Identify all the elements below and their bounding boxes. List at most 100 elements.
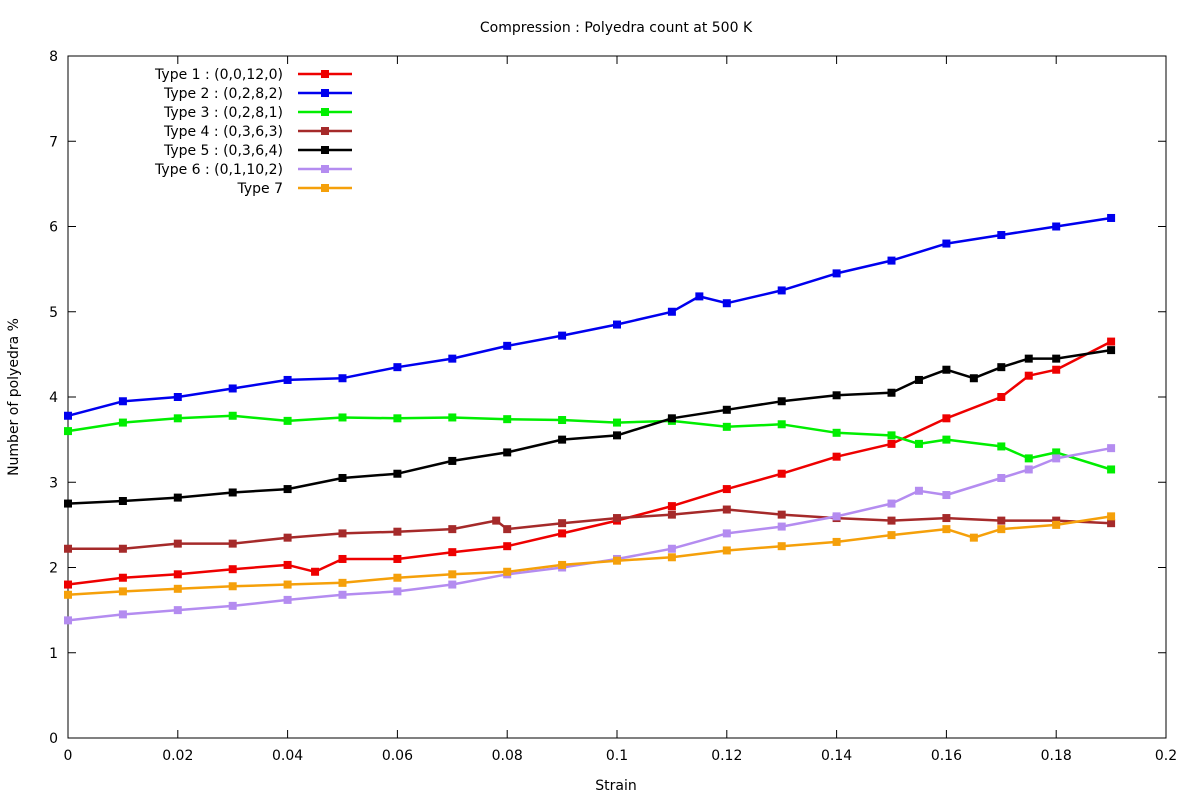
data-point — [1052, 365, 1061, 374]
data-point — [914, 486, 923, 495]
data-point — [1107, 519, 1116, 528]
data-point — [942, 365, 951, 374]
data-point — [558, 416, 567, 425]
data-point — [942, 525, 951, 534]
data-point — [777, 397, 786, 406]
data-point — [228, 411, 237, 420]
series-1 — [64, 337, 1116, 589]
data-point — [997, 393, 1006, 401]
legend-swatch-marker — [321, 146, 329, 154]
series-line — [67, 348, 1112, 505]
data-point — [173, 584, 182, 593]
data-point — [1052, 354, 1061, 363]
data-point — [722, 422, 731, 431]
data-point — [613, 514, 621, 523]
data-point — [283, 595, 292, 604]
data-point — [1052, 222, 1061, 231]
data-point — [338, 529, 347, 538]
x-tick-label: 0.1 — [606, 748, 628, 764]
data-point — [887, 499, 896, 508]
data-point — [887, 388, 896, 397]
data-point — [492, 516, 501, 525]
y-tick-label: 4 — [49, 390, 58, 406]
data-point — [997, 363, 1006, 372]
data-point — [777, 420, 786, 429]
data-point — [613, 320, 621, 329]
data-point — [722, 505, 731, 514]
data-point — [118, 573, 127, 582]
data-point — [997, 525, 1006, 534]
data-point — [887, 431, 896, 440]
series-line — [67, 340, 1112, 586]
data-point — [338, 578, 347, 587]
data-point — [832, 537, 841, 546]
data-point — [777, 286, 786, 295]
data-point — [64, 590, 72, 599]
data-point — [777, 510, 786, 519]
y-tick-label: 2 — [49, 561, 58, 577]
data-point — [228, 539, 237, 548]
data-point — [667, 544, 676, 553]
data-point — [448, 570, 457, 579]
legend: Type 1 : (0,0,12,0) Type 2 : (0,2,8,2) Typ… — [154, 67, 352, 197]
data-point — [118, 497, 127, 506]
series-layer — [64, 213, 1116, 625]
data-point — [283, 375, 292, 384]
series-line — [67, 216, 1112, 418]
x-tick-label: 0.12 — [711, 748, 742, 764]
data-point — [503, 567, 512, 576]
data-point — [914, 375, 923, 384]
data-point — [997, 473, 1006, 482]
data-point — [64, 499, 72, 508]
series-6 — [64, 444, 1116, 625]
data-point — [503, 341, 512, 350]
data-point — [173, 570, 182, 579]
data-point — [1024, 465, 1033, 474]
x-tick-label: 0.02 — [162, 748, 193, 764]
series-4 — [64, 505, 1116, 553]
y-tick-label: 6 — [49, 220, 58, 236]
data-point — [1107, 444, 1116, 453]
data-point — [64, 616, 72, 625]
y-tick-label: 5 — [49, 305, 58, 321]
data-point — [558, 519, 567, 528]
data-point — [173, 393, 182, 401]
data-point — [777, 542, 786, 551]
data-point — [448, 354, 457, 363]
x-tick-label: 0.18 — [1041, 748, 1072, 764]
legend-swatch-marker — [321, 70, 329, 78]
data-point — [695, 292, 704, 301]
data-point — [722, 405, 731, 414]
data-point — [997, 442, 1006, 451]
data-point — [722, 546, 731, 555]
x-tick-label: 0.04 — [272, 748, 303, 764]
data-point — [667, 502, 676, 511]
data-point — [1107, 346, 1116, 355]
data-point — [969, 374, 978, 383]
series-7 — [64, 512, 1116, 599]
data-point — [283, 485, 292, 494]
legend-swatch-marker — [321, 127, 329, 135]
data-point — [942, 435, 951, 444]
x-tick-label: 0.08 — [492, 748, 523, 764]
data-point — [1107, 337, 1116, 346]
data-point — [997, 516, 1006, 525]
data-point — [173, 539, 182, 548]
data-point — [118, 544, 127, 553]
data-point — [173, 606, 182, 615]
data-point — [969, 533, 978, 542]
data-point — [118, 610, 127, 619]
data-point — [832, 512, 841, 521]
data-point — [393, 527, 402, 536]
data-point — [64, 411, 72, 420]
data-point — [722, 485, 731, 494]
data-point — [393, 363, 402, 372]
data-point — [722, 529, 731, 538]
data-point — [338, 413, 347, 422]
legend-swatch-marker — [321, 108, 329, 116]
data-point — [393, 414, 402, 423]
legend-swatch-marker — [321, 165, 329, 173]
chart-title: Compression : Polyedra count at 500 K — [480, 20, 753, 36]
data-point — [613, 418, 621, 427]
data-point — [667, 307, 676, 316]
